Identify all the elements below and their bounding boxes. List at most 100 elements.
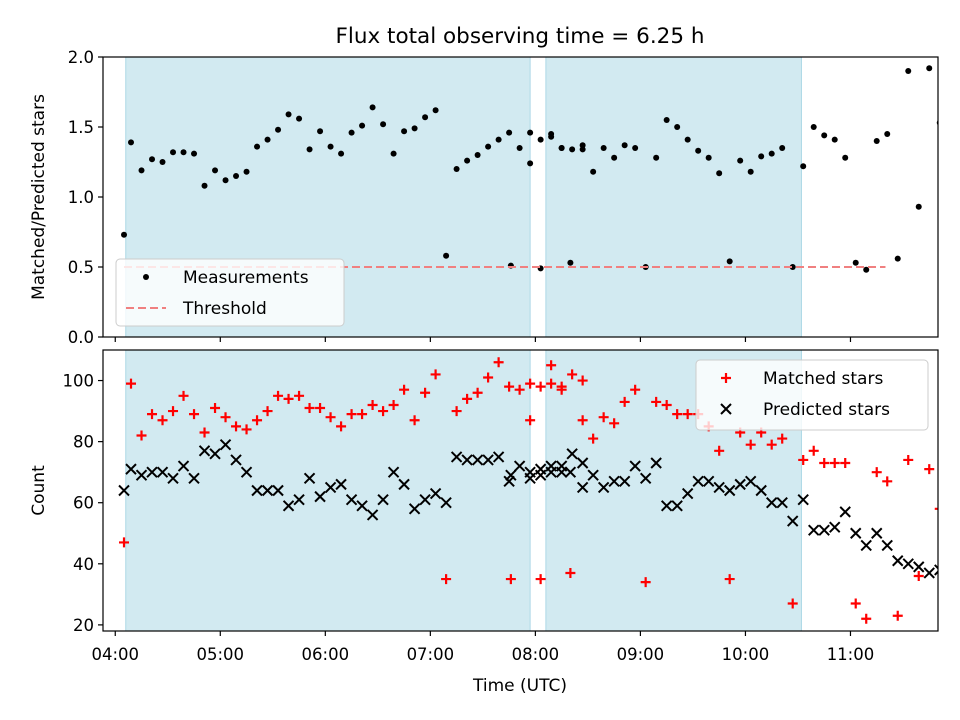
data-point — [810, 124, 817, 130]
data-point — [724, 574, 735, 585]
data-point — [839, 506, 851, 518]
data-point — [629, 460, 641, 472]
data-point — [818, 524, 830, 536]
data-point — [556, 384, 567, 395]
data-point — [495, 136, 502, 143]
data-point — [178, 390, 189, 401]
figure-title: Flux total observing time = 6.25 h — [336, 24, 705, 49]
data-point — [682, 409, 693, 420]
data-point — [345, 493, 358, 506]
data-point — [745, 439, 756, 450]
data-point — [285, 111, 292, 118]
data-point — [787, 598, 798, 609]
data-point — [545, 466, 557, 478]
x-tick-label: 09:00 — [617, 645, 665, 664]
data-point — [315, 403, 326, 414]
legend-label: Measurements — [183, 268, 309, 288]
data-point — [840, 458, 851, 469]
data-point — [513, 460, 526, 472]
data-point — [222, 177, 229, 184]
data-point — [483, 372, 494, 383]
data-point — [357, 409, 368, 420]
data-point — [852, 259, 859, 266]
data-point — [565, 567, 576, 578]
data-point — [198, 445, 211, 457]
data-point — [303, 472, 316, 484]
series-predicted-stars — [118, 438, 938, 579]
data-point — [861, 613, 872, 624]
data-point — [189, 409, 200, 420]
data-point — [821, 132, 828, 139]
data-point — [304, 403, 315, 414]
x-tick-label: 04:00 — [91, 645, 139, 664]
data-point — [684, 136, 691, 143]
data-point — [576, 457, 589, 469]
data-point — [755, 484, 767, 497]
data-point — [147, 409, 158, 420]
data-point — [443, 252, 450, 259]
data-point — [451, 406, 462, 417]
data-point — [188, 472, 200, 484]
data-point — [527, 129, 534, 136]
data-point — [136, 430, 147, 441]
data-point — [663, 117, 670, 123]
data-point — [567, 369, 578, 380]
data-point — [366, 509, 379, 521]
data-point — [576, 481, 589, 494]
data-point — [881, 539, 893, 552]
data-point — [325, 412, 336, 423]
data-point — [653, 154, 660, 161]
legend-swatch — [720, 403, 732, 415]
data-point — [892, 555, 904, 567]
data-point — [272, 484, 284, 497]
legend-2: Matched stars Predicted stars — [695, 359, 929, 431]
data-point — [283, 393, 294, 404]
data-point — [419, 493, 431, 506]
data-point — [516, 145, 523, 151]
data-point — [314, 490, 326, 503]
data-point — [317, 128, 324, 135]
data-point — [558, 145, 565, 151]
x-tick-label: 05:00 — [197, 645, 245, 664]
panel-1: 0.0 0.5 1.0 1.5 2.0 Matched/Predicted stars Me… — [29, 48, 939, 347]
data-point — [261, 484, 274, 497]
data-point — [702, 475, 715, 488]
data-point — [359, 122, 366, 129]
legend-swatch — [143, 274, 149, 280]
y-tick-label: 1.0 — [68, 188, 94, 207]
y-tick-label: 80 — [73, 433, 94, 452]
data-point — [632, 145, 639, 151]
data-point — [913, 561, 925, 573]
x-tick-label: 08:00 — [512, 645, 560, 664]
x-tick-label: 06:00 — [302, 645, 350, 664]
data-point — [474, 152, 481, 158]
data-point — [590, 168, 597, 175]
data-point — [199, 427, 210, 438]
data-point — [231, 421, 242, 432]
data-point — [923, 567, 935, 579]
data-point — [177, 460, 190, 472]
data-point — [210, 403, 221, 414]
data-point — [860, 539, 872, 552]
data-point — [420, 387, 431, 398]
data-point — [768, 150, 775, 157]
data-point — [356, 500, 368, 512]
data-point — [713, 481, 725, 494]
data-point — [128, 139, 135, 146]
data-point — [275, 126, 282, 133]
data-point — [672, 409, 683, 420]
data-point — [492, 451, 505, 463]
data-point — [766, 439, 777, 450]
data-point — [505, 574, 516, 585]
y-axis-2: 20 40 60 80 100 — [63, 372, 103, 635]
data-point — [956, 583, 960, 593]
observing-window-2 — [545, 56, 802, 338]
data-point — [714, 445, 725, 456]
data-point — [327, 143, 334, 150]
data-point — [798, 454, 809, 465]
data-point — [747, 168, 754, 175]
data-point — [422, 114, 429, 121]
data-point — [525, 378, 536, 389]
data-point — [661, 399, 672, 410]
y-axis-1: 0.0 0.5 1.0 1.5 2.0 — [68, 48, 103, 347]
